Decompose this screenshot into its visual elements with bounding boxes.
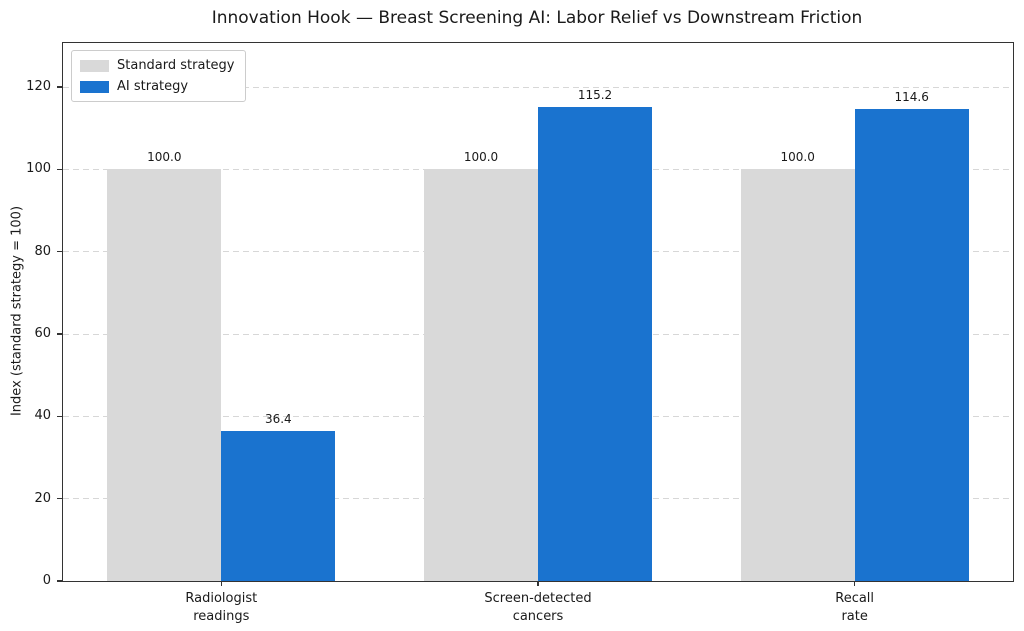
y-tick-label: 80 <box>34 243 51 259</box>
y-tick-mark <box>57 333 62 335</box>
y-axis-label: Index (standard strategy = 100) <box>9 205 25 417</box>
y-tick-mark <box>57 497 62 500</box>
y-tick-mark <box>57 168 62 171</box>
bar-ai-strategy <box>221 431 336 581</box>
x-tick-mark <box>220 581 223 586</box>
legend-swatch-icon <box>80 80 109 93</box>
x-tick-label: Recall rate <box>835 591 875 624</box>
y-tick-mark <box>57 415 62 418</box>
y-tick-label: 100 <box>26 161 51 177</box>
bar-standard-strategy <box>107 169 222 581</box>
gridline <box>63 86 1013 88</box>
y-tick-label: 40 <box>34 408 51 424</box>
plot-area: Standard strategy AI strategy 0 20 40 60 80 10… <box>26 42 1014 624</box>
y-tick-label: 0 <box>42 573 51 588</box>
legend-item: Standard strategy <box>80 58 235 73</box>
legend: Standard strategy AI strategy <box>71 50 246 102</box>
legend-item: AI strategy <box>80 79 235 94</box>
y-tick-mark <box>57 250 62 253</box>
x-tick-label: Radiologist readings <box>185 591 258 624</box>
x-tick-mark <box>853 581 856 586</box>
bar-value-label: 115.2 <box>577 87 613 102</box>
x-tick-mark <box>537 581 539 586</box>
chart-title: Innovation Hook — Breast Screening AI: L… <box>211 8 863 28</box>
bar-value-label: 100.0 <box>463 150 499 165</box>
bar-standard-strategy <box>740 169 855 581</box>
legend-label: AI strategy <box>117 79 189 94</box>
y-tick-label: 120 <box>26 79 51 95</box>
bar-ai-strategy <box>854 109 969 581</box>
bar-ai-strategy <box>538 106 652 581</box>
bar-value-label: 100.0 <box>780 150 815 165</box>
x-tick-label: Screen-detected cancers <box>484 591 592 624</box>
y-tick-label: 60 <box>34 326 51 342</box>
y-tick-mark <box>57 580 62 582</box>
legend-label: Standard strategy <box>117 58 235 73</box>
bar-value-label: 114.6 <box>894 90 929 105</box>
y-tick-mark <box>57 86 62 88</box>
bar-standard-strategy <box>424 169 538 581</box>
y-tick-label: 20 <box>34 490 51 506</box>
legend-swatch-icon <box>80 59 109 72</box>
bar-value-label: 100.0 <box>147 150 182 165</box>
bar-value-label: 36.4 <box>264 412 292 427</box>
